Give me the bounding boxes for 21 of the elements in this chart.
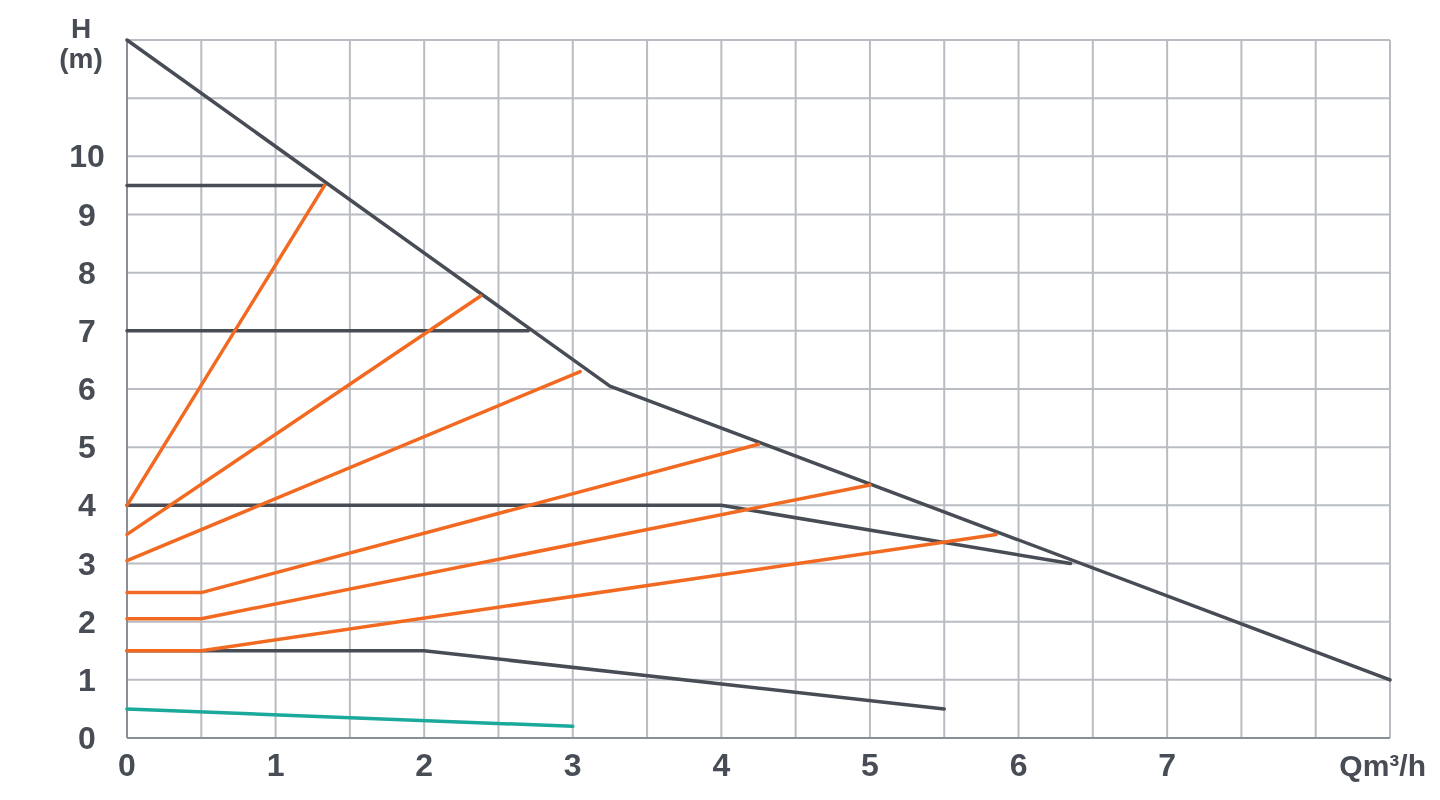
y-tick-label: 4 [78,487,97,524]
x-tick-label: 1 [266,747,285,783]
x-tick-label: 7 [1158,747,1177,783]
x-tick-label: 4 [712,747,731,783]
x-axis-title: Qm³/h [1339,749,1426,782]
x-tick-label: 6 [1009,747,1028,783]
y-axis-title: H (m) [59,13,103,74]
y-tick-label: 0 [78,720,96,756]
x-tick-label: 5 [861,747,879,783]
y-tick-label: 9 [78,196,96,233]
x-tick-label: 3 [563,747,582,783]
y-tick-label: 8 [78,254,96,291]
x-tick-label: 0 [118,747,136,783]
y-tick-label: 2 [78,603,96,640]
y-tick-label: 10 [69,138,105,175]
y-tick-label: 3 [78,545,96,582]
x-tick-label: 2 [415,747,434,783]
y-tick-label: 1 [78,661,96,698]
y-tick-label: 6 [78,371,96,407]
y-tick-label: 5 [78,429,96,466]
y-tick-label: 7 [78,312,96,349]
